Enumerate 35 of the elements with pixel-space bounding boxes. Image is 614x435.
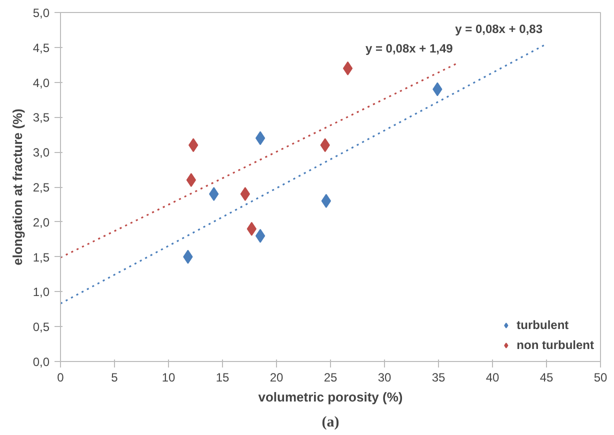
y-tick-label: 2,5 xyxy=(32,180,50,194)
y-tick-label: 0,5 xyxy=(32,320,50,334)
x-tick-label: 20 xyxy=(270,370,284,384)
x-axis-title: volumetric porosity (%) xyxy=(258,390,403,404)
x-tick-label: 0 xyxy=(57,370,64,384)
y-tick-label: 0,0 xyxy=(32,355,50,369)
y-tick-label: 5,0 xyxy=(32,6,50,20)
y-tick-label: 4,0 xyxy=(32,76,50,90)
text: (a) xyxy=(322,414,340,430)
point xyxy=(321,194,332,208)
y-tick-label: 4,5 xyxy=(32,40,50,55)
x-tick-label: 40 xyxy=(486,370,500,384)
point xyxy=(255,131,266,146)
y-axis-title: elongation at fracture (%) xyxy=(10,108,25,266)
annotation: y = 0,08x + 0,83 xyxy=(455,22,543,36)
point xyxy=(342,61,353,76)
y-tick-label: 1,5 xyxy=(32,250,50,264)
point xyxy=(186,173,196,188)
x-tick-label: 10 xyxy=(162,370,176,384)
point xyxy=(240,186,250,201)
annotation: y = 0,08x + 1,49 xyxy=(365,41,454,56)
point xyxy=(255,228,266,243)
y-tick-label: 3,5 xyxy=(32,110,50,125)
y-tick-label: 1,0 xyxy=(32,285,50,300)
x-tick-label: 25 xyxy=(324,370,338,384)
legend-label: non turbulent xyxy=(516,338,594,352)
x-tick-label: 45 xyxy=(540,370,554,384)
y-tick-label: 3,0 xyxy=(32,146,50,160)
x-tick-label: 35 xyxy=(432,370,446,384)
x-tick-label: 30 xyxy=(378,370,392,384)
y-tick-label: 2,0 xyxy=(32,215,50,230)
x-tick-label: 15 xyxy=(216,370,230,384)
x-tick-label: 50 xyxy=(594,370,608,384)
x-tick-label: 5 xyxy=(111,370,118,384)
legend-label: turbulent xyxy=(516,318,569,332)
